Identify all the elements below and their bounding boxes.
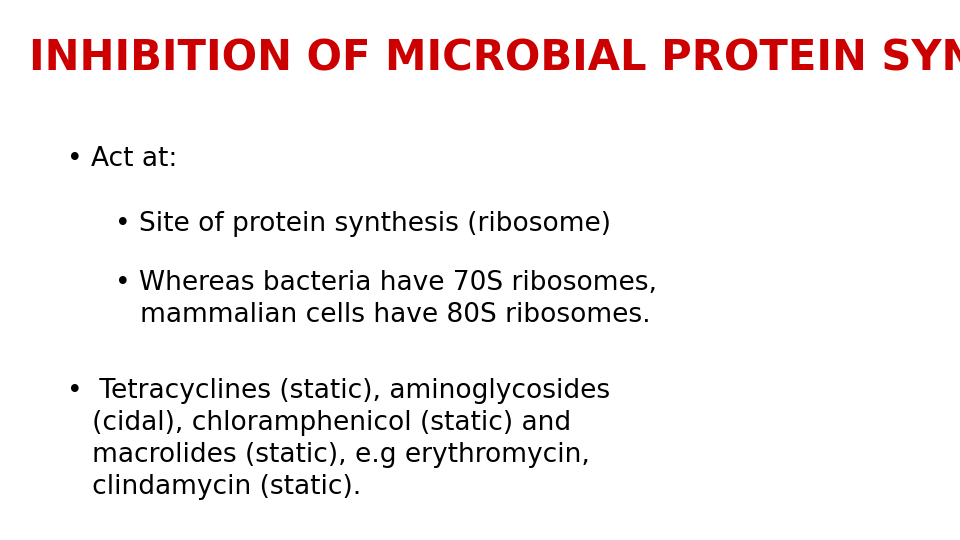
Text: • Whereas bacteria have 70S ribosomes,
   mammalian cells have 80S ribosomes.: • Whereas bacteria have 70S ribosomes, m… [115,270,658,328]
Text: • Act at:: • Act at: [67,146,178,172]
Text: •  Tetracyclines (static), aminoglycosides
   (cidal), chloramphenicol (static) : • Tetracyclines (static), aminoglycoside… [67,378,611,500]
Text: INHIBITION OF MICROBIAL PROTEIN SYNTHESIS: INHIBITION OF MICROBIAL PROTEIN SYNTHESI… [29,38,960,80]
Text: • Site of protein synthesis (ribosome): • Site of protein synthesis (ribosome) [115,211,612,237]
